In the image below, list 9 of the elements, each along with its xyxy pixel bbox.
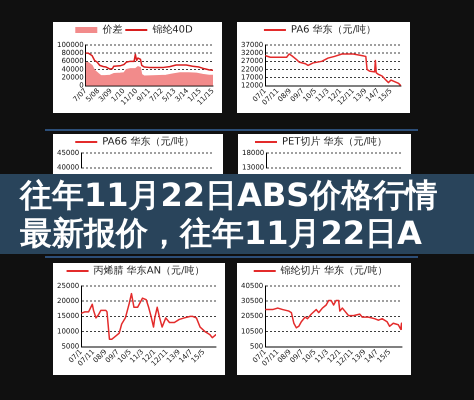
text: 往年11月22日ABS价格行情 xyxy=(18,176,438,214)
legend-label: 锦纶40D xyxy=(151,24,194,36)
legend-label: 锦纶切片 华东（元/吨） xyxy=(280,264,388,277)
legend-label: 丙烯腈 华东AN（元/吨） xyxy=(94,264,204,277)
legend-label: PA6 华东（元/吨） xyxy=(290,24,376,36)
legend-label: PET切片 华东（元/吨） xyxy=(282,136,388,148)
legend-label: PA66 华东（元/吨） xyxy=(102,136,194,148)
legend-label: 价差 xyxy=(101,24,122,36)
text: 最新报价，往年11月22日A xyxy=(19,214,423,252)
